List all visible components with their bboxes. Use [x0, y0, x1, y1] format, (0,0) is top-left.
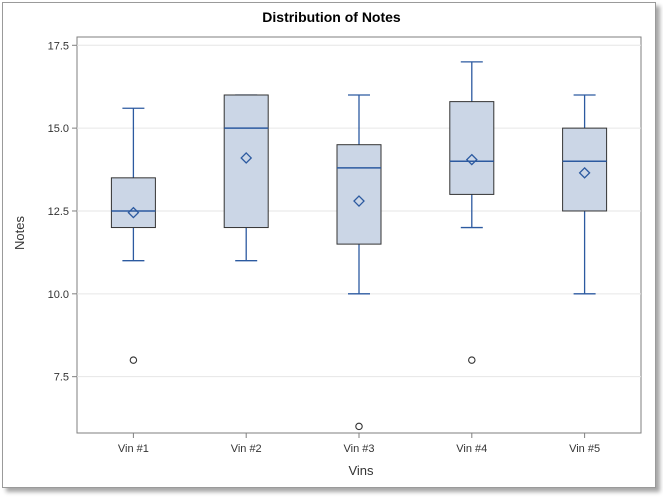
outlier-point — [129, 356, 138, 364]
mean-marker — [353, 195, 365, 207]
y-tick-label: 7.5 — [54, 372, 69, 384]
y-axis-label: Notes — [12, 216, 27, 250]
interquartile-box — [223, 94, 269, 229]
y-tick-label: 12.5 — [48, 206, 69, 218]
x-axis-label: Vins — [348, 463, 374, 478]
x-tick-label: Vin #3 — [344, 443, 375, 455]
interquartile-box — [562, 127, 608, 212]
x-tick-label: Vin #5 — [569, 443, 600, 455]
mean-marker — [127, 206, 140, 219]
y-tick-label: 10.0 — [48, 289, 69, 301]
outlier-point — [468, 356, 476, 364]
chart-frame — [2, 2, 656, 488]
x-tick-label: Vin #2 — [231, 443, 262, 455]
mean-marker — [578, 166, 591, 179]
interquartile-box — [449, 101, 495, 195]
box-4 — [449, 61, 495, 364]
y-tick-label: 15.0 — [48, 123, 69, 135]
mean-marker — [240, 152, 253, 164]
mean-marker — [465, 153, 478, 166]
box-2 — [223, 94, 269, 262]
box-1 — [110, 107, 156, 364]
outlier-point — [355, 422, 363, 431]
x-tick-label: Vin #1 — [118, 443, 149, 455]
interquartile-box — [336, 144, 382, 245]
y-tick-label: 17.5 — [48, 40, 69, 52]
chart-title: Distribution of Notes — [262, 9, 401, 25]
x-tick-label: Vin #4 — [456, 443, 487, 455]
interquartile-box — [110, 177, 156, 229]
box-3 — [336, 94, 382, 431]
box-5 — [562, 94, 608, 295]
